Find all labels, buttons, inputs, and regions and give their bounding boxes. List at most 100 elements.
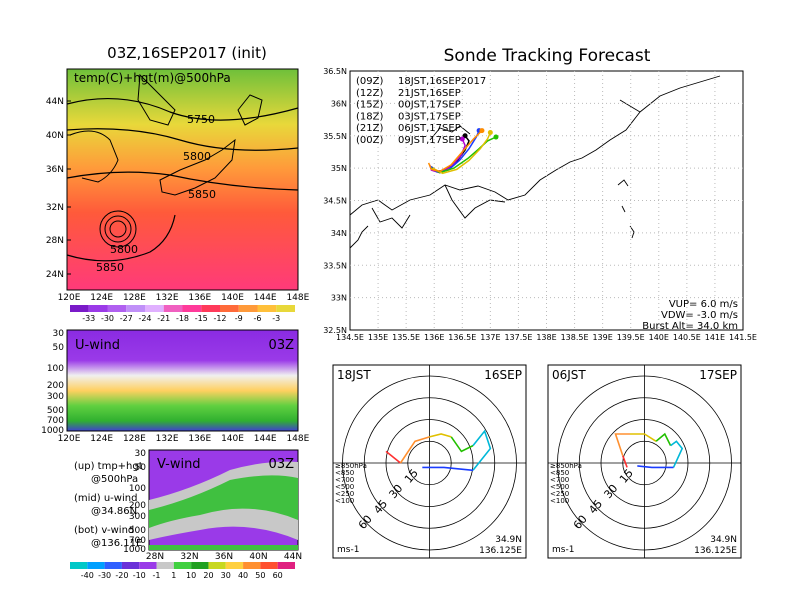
chart-title: Sonde Tracking Forecast xyxy=(444,46,651,66)
level-legend: <850 xyxy=(335,469,354,477)
colorbar-swatch xyxy=(277,562,295,569)
colorbar-label: -3 xyxy=(272,314,280,323)
track-legend: (09Z) 18JST,16SEP2017 (12Z) 21JST,16SEP (15Z… xyxy=(356,76,486,146)
pressure-tick-label: 300 xyxy=(129,512,146,522)
pressure-tick-label: 700 xyxy=(129,536,146,546)
hodograph-lon: 136.125E xyxy=(479,546,522,556)
hodograph-date: 17SEP xyxy=(699,368,737,382)
colorbar-label: -1 xyxy=(153,571,161,580)
colorbar-label: -15 xyxy=(195,314,208,323)
colorbar-swatch xyxy=(173,562,192,569)
lon-tick-label: 141E xyxy=(705,333,725,342)
colorbar-label: 1 xyxy=(171,571,176,580)
lon-tick-label: 148E xyxy=(286,434,309,444)
colorbar-label: -12 xyxy=(213,314,226,323)
lat-tick-label: 32N xyxy=(180,552,198,562)
pressure-tick-label: 500 xyxy=(47,406,64,416)
colorbar-label: 60 xyxy=(273,571,283,580)
lon-tick-label: 128E xyxy=(123,434,146,444)
lon-tick-label: 140E xyxy=(221,293,244,303)
lat-tick-label: 35.5N xyxy=(323,132,347,141)
lon-tick-label: 136.5E xyxy=(448,333,476,342)
lon-tick-label: 148E xyxy=(286,293,309,303)
contour-label: 5850 xyxy=(188,188,216,201)
lat-tick-label: 36N xyxy=(46,165,64,175)
hodograph-trace xyxy=(622,455,628,468)
hodograph-trace xyxy=(630,433,657,442)
v-wind-time: 03Z xyxy=(269,457,295,472)
legend-bot-line2: @136.11E xyxy=(91,538,142,549)
colorbar-swatch xyxy=(208,562,226,569)
colorbar-swatch xyxy=(182,305,202,312)
lon-tick-label: 132E xyxy=(156,293,179,303)
v-wind-panel: V-wind 03Z xyxy=(148,449,299,551)
burst-text: Burst Alt= 34.0 km xyxy=(642,321,738,332)
lat-tick-label: 34.5N xyxy=(323,197,347,206)
legend-up-line1: (up) tmp+hgt xyxy=(74,461,143,472)
colorbar-swatch xyxy=(70,305,89,312)
level-legend: ≥850hPa xyxy=(335,462,367,470)
u-wind-label: U-wind xyxy=(75,338,120,353)
level-legend: <700 xyxy=(550,476,569,484)
lon-tick-label: 138.5E xyxy=(561,333,589,342)
colorbar-swatch xyxy=(139,562,157,569)
lon-tick-label: 140.5E xyxy=(673,333,701,342)
legend-time: 21JST,16SEP xyxy=(398,88,461,99)
contour-label: 5800 xyxy=(110,243,138,256)
colorbar-label: -33 xyxy=(82,314,95,323)
legend-time: 00JST,17SEP xyxy=(398,100,461,111)
hodograph-trace xyxy=(637,465,674,469)
colorbar-label: 50 xyxy=(255,571,265,580)
colorbar-label: 30 xyxy=(221,571,231,580)
track-lines xyxy=(427,128,499,175)
colorbar-swatch xyxy=(257,305,277,312)
colorbar-swatch xyxy=(191,562,209,569)
lat-tick-label: 36.5N xyxy=(323,67,347,76)
track-info: VUP= 6.0 m/s VDW= -3.0 m/s Burst Alt= 34… xyxy=(642,299,738,332)
lat-tick-label: 33.5N xyxy=(323,261,347,270)
pressure-tick-label: 300 xyxy=(47,392,64,402)
lat-tick-label: 33N xyxy=(331,294,347,303)
map-label: temp(C)+hgt(m)@500hPa xyxy=(74,71,231,85)
lon-tick-label: 140E xyxy=(649,333,669,342)
level-legend: <500 xyxy=(550,483,569,491)
legend-run: (15Z) xyxy=(356,100,383,111)
colorbar-label: -30 xyxy=(101,314,114,323)
colorbar-swatch xyxy=(201,305,220,312)
hodograph-unit: ms-1 xyxy=(552,545,574,555)
hodograph-time: 18JST xyxy=(337,368,371,382)
colorbar-swatch xyxy=(126,305,145,312)
legend-time: 06JST,17SEP xyxy=(398,123,461,134)
burst-point xyxy=(487,130,493,136)
legend-mid-line1: (mid) u-wind xyxy=(74,493,137,504)
vup-text: VUP= 6.0 m/s xyxy=(669,299,738,310)
level-legend: <100 xyxy=(335,497,354,505)
v-wind-lat-ticks: 28N 32N 36N 40N 44N xyxy=(146,552,302,562)
lon-tick-label: 141.5E xyxy=(729,333,757,342)
track-lat-ticks: 36.5N 36N 35.5N 35N 34.5N 34N 33.5N 33N 32.5N xyxy=(323,67,347,335)
legend-run: (12Z) xyxy=(356,88,383,99)
lon-tick-label: 128E xyxy=(123,293,146,303)
lat-tick-label: 44N xyxy=(284,552,302,562)
hodograph-trace xyxy=(655,432,672,446)
track-gridlines xyxy=(350,71,743,330)
u-wind-panel: U-wind 03Z xyxy=(66,329,299,432)
pressure-tick-label: 200 xyxy=(129,501,146,511)
level-legend: <700 xyxy=(335,476,354,484)
pressure-tick-label: 30 xyxy=(53,329,65,339)
lon-tick-label: 124E xyxy=(90,434,113,444)
panel-legend: (up) tmp+hgt @500hPa (mid) u-wind @34.86… xyxy=(74,461,143,549)
colorbar-swatch xyxy=(121,562,140,569)
lon-tick-label: 120E xyxy=(58,293,81,303)
track-line xyxy=(427,130,483,173)
legend-run: (09Z) xyxy=(356,76,383,87)
wind-colorbar: -40 -30 -20 -10 -1 1 10 20 30 40 50 60 xyxy=(70,562,295,580)
temp-colorbar: -33 -30 -27 -24 -21 -18 -15 -12 -9 -6 -3 xyxy=(70,305,295,323)
lat-tick-label: 36N xyxy=(215,552,233,562)
pressure-tick-label: 100 xyxy=(47,364,64,374)
lon-tick-label: 136E xyxy=(188,293,211,303)
lon-tick-label: 124E xyxy=(90,293,113,303)
